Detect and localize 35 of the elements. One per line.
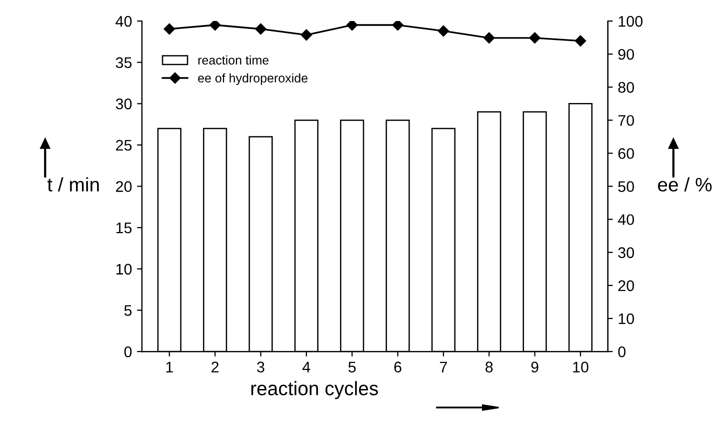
- y2-tick-label: 80: [618, 82, 634, 93]
- y-tick-label: 10: [116, 264, 132, 275]
- y2-tick-label: 30: [618, 247, 634, 258]
- x-tick-label: 5: [348, 362, 356, 372]
- y2-tick-label: 0: [618, 346, 626, 358]
- legend-label: ee of hydroperoxide: [198, 73, 308, 85]
- x-tick-label: 4: [302, 362, 310, 372]
- y-tick-label: 20: [116, 181, 132, 192]
- y-tick-label: 15: [116, 222, 132, 234]
- x-tick-label: 2: [212, 362, 219, 372]
- y-tick-label: 25: [116, 140, 132, 151]
- x-tick-label: 6: [394, 362, 402, 372]
- y2-tick-label: 70: [618, 115, 634, 126]
- x-tick-label: 9: [531, 362, 538, 372]
- x-tick-label: 1: [166, 362, 173, 372]
- x-axis-title: reaction cycles: [251, 381, 378, 400]
- y2-tick-label: 40: [618, 214, 634, 226]
- y-tick-label: 30: [116, 98, 132, 110]
- y2-tick-label: 20: [618, 280, 634, 292]
- y-tick-label: 0: [124, 346, 132, 358]
- x-tick-label: 3: [257, 362, 264, 372]
- y2-tick-label: 10: [618, 313, 634, 324]
- x-tick-label: 8: [486, 362, 493, 372]
- y2-tick-label: 90: [618, 48, 634, 60]
- x-tick-label: 7: [440, 362, 447, 372]
- y2-axis-title: ee / %: [658, 177, 712, 192]
- y2-tick-label: 60: [618, 148, 634, 159]
- y-tick-label: 40: [116, 16, 132, 27]
- y-axis-title: t / min: [47, 177, 99, 192]
- legend-label: reaction time: [198, 55, 269, 65]
- x-tick-label: 10: [573, 362, 588, 372]
- y-tick-label: 5: [124, 305, 132, 316]
- y2-tick-label: 100: [618, 16, 642, 27]
- y-tick-label: 35: [116, 57, 132, 68]
- y2-tick-label: 50: [618, 181, 634, 192]
